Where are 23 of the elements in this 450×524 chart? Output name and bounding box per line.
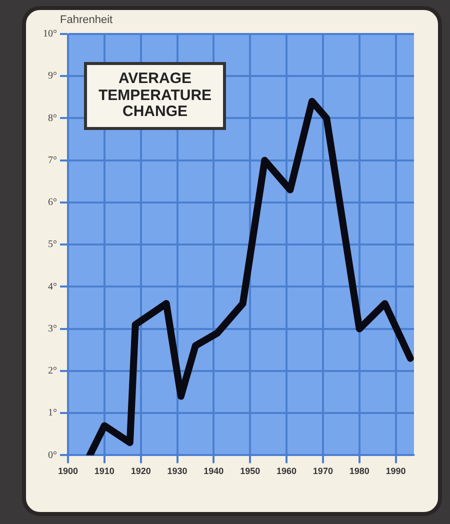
y-tick-label: 10°	[43, 28, 57, 40]
x-tick-label: 1900	[58, 466, 78, 476]
x-tick-label: 1980	[349, 466, 370, 476]
x-tick-label: 1940	[204, 466, 224, 476]
x-tick-label: 1930	[167, 466, 188, 476]
y-tick-label: 3°	[48, 323, 57, 334]
y-tick-label: 5°	[48, 239, 57, 250]
y-tick-label: 8°	[48, 112, 57, 124]
x-tick-label: 1910	[94, 466, 114, 476]
y-tick-label: 7°	[48, 154, 57, 166]
text: AVERAGE TEMPERATURE CHANGE	[84, 62, 226, 130]
x-tick-label: 1990	[386, 466, 406, 476]
y-tick-label: 2°	[48, 366, 57, 377]
y-tick-label: 9°	[48, 70, 57, 82]
y-tick-label: 0°	[48, 450, 57, 461]
x-tick-label: 1970	[312, 466, 333, 476]
y-tick-label: 1°	[48, 408, 57, 419]
x-tick-label: 1960	[276, 466, 297, 476]
y-tick-label: 6°	[48, 197, 57, 208]
y-tick-label: 4°	[48, 281, 57, 292]
y-axis-title: Fahrenheit	[60, 14, 113, 26]
x-tick-label: 1920	[130, 466, 151, 476]
x-tick-label: 1950	[240, 466, 260, 476]
